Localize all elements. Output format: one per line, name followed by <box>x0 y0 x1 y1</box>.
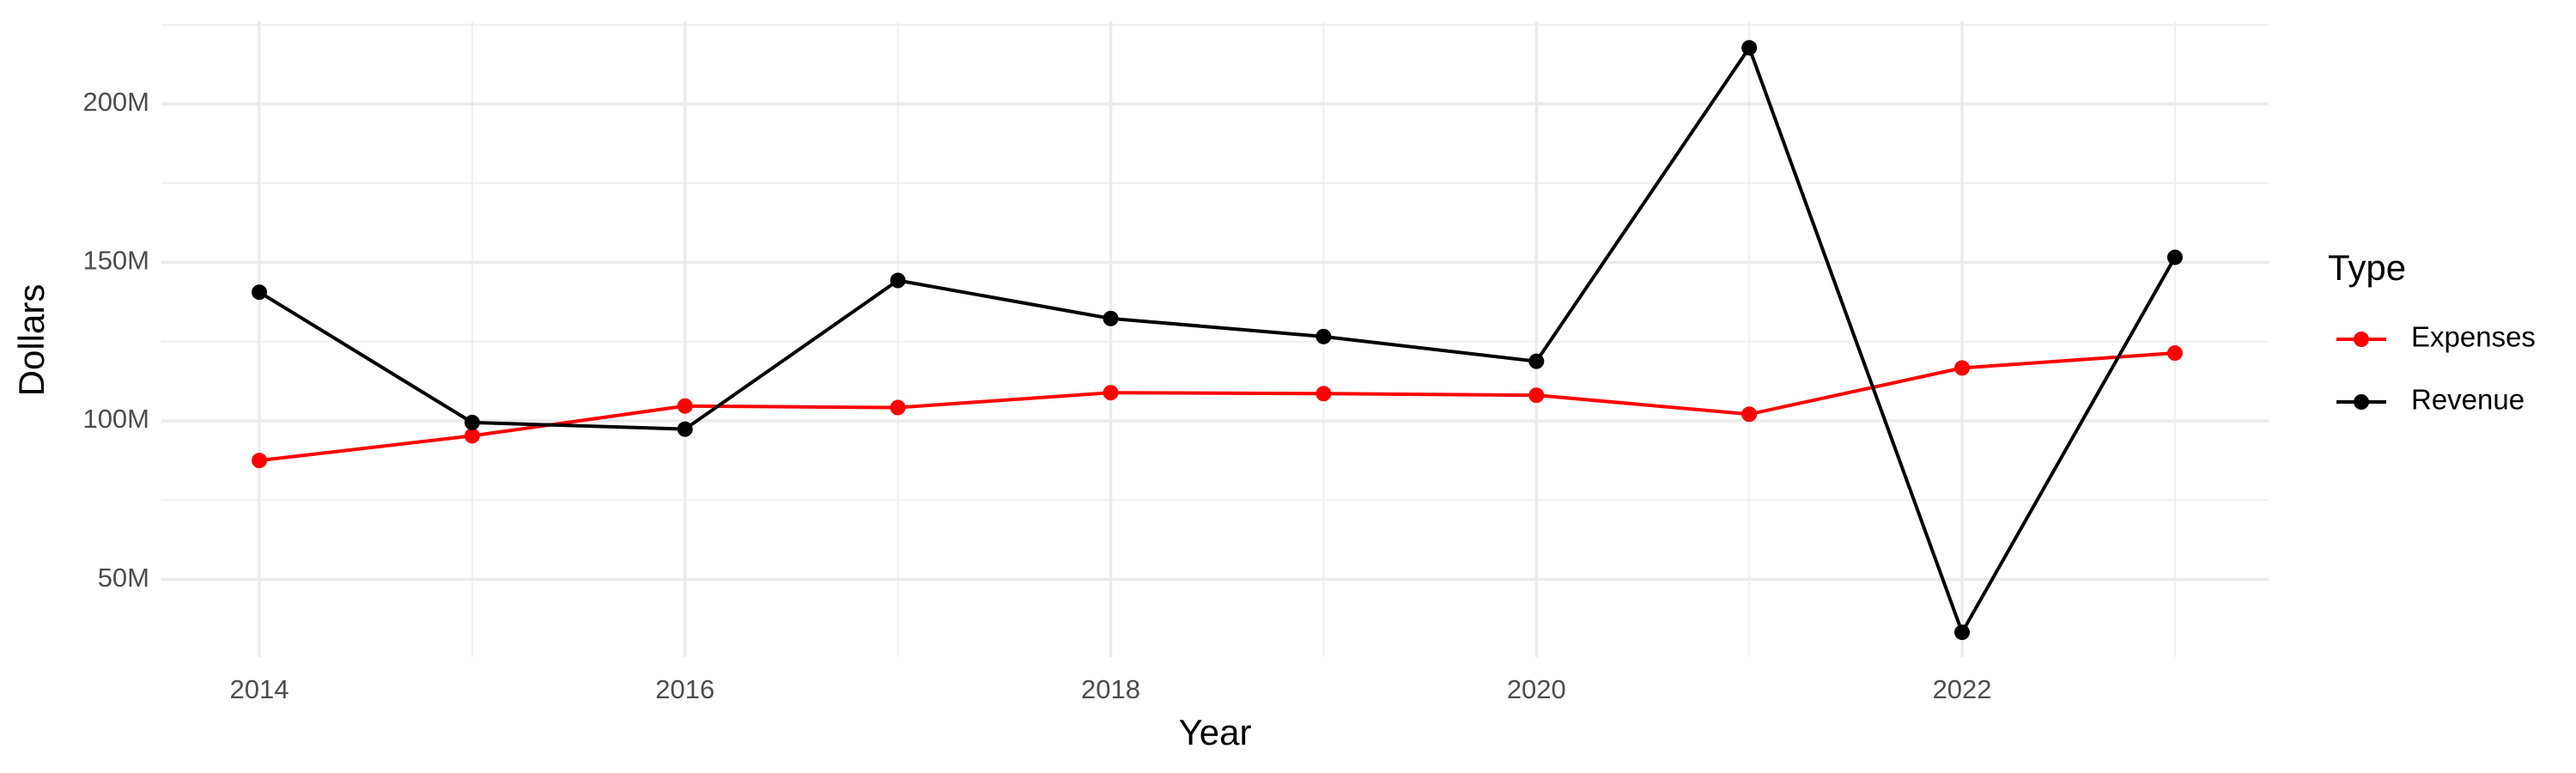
data-point <box>2166 249 2183 265</box>
data-point <box>890 272 906 289</box>
data-point <box>1954 624 1971 641</box>
data-point <box>1103 385 1119 401</box>
data-point <box>252 453 268 469</box>
x-tick-label: 2018 <box>1081 674 1140 704</box>
x-tick-label: 2016 <box>655 674 714 704</box>
data-point <box>1741 406 1758 423</box>
legend-label: Revenue <box>2411 384 2524 416</box>
data-point <box>1528 353 1545 369</box>
y-tick-label: 50M <box>98 563 149 593</box>
x-tick-label: 2014 <box>230 674 289 704</box>
series-line <box>258 351 2176 463</box>
data-point <box>464 414 480 430</box>
y-tick-label: 150M <box>82 246 149 276</box>
data-point <box>677 421 693 437</box>
series-line <box>258 44 2177 636</box>
x-axis-title: Year <box>1179 712 1252 752</box>
legend-title: Type <box>2328 247 2406 288</box>
data-point <box>1741 40 1758 56</box>
legend-key-point <box>2354 394 2369 410</box>
data-point <box>1103 310 1119 326</box>
y-tick-label: 100M <box>82 404 149 434</box>
y-axis-title: Dollars <box>11 284 52 397</box>
x-tick-label: 2022 <box>1933 674 1992 704</box>
data-point <box>677 398 693 414</box>
data-point <box>252 284 268 301</box>
data-point <box>890 399 906 416</box>
data-point <box>1528 387 1545 404</box>
legend-label: Expenses <box>2411 321 2536 353</box>
data-point <box>2166 345 2183 362</box>
y-tick-label: 200M <box>82 87 149 117</box>
data-point <box>1315 386 1332 402</box>
data-point <box>1954 360 1971 376</box>
legend-key-point <box>2354 332 2369 347</box>
data-point <box>1315 328 1332 344</box>
x-tick-label: 2020 <box>1507 674 1566 704</box>
data-point <box>464 428 480 444</box>
